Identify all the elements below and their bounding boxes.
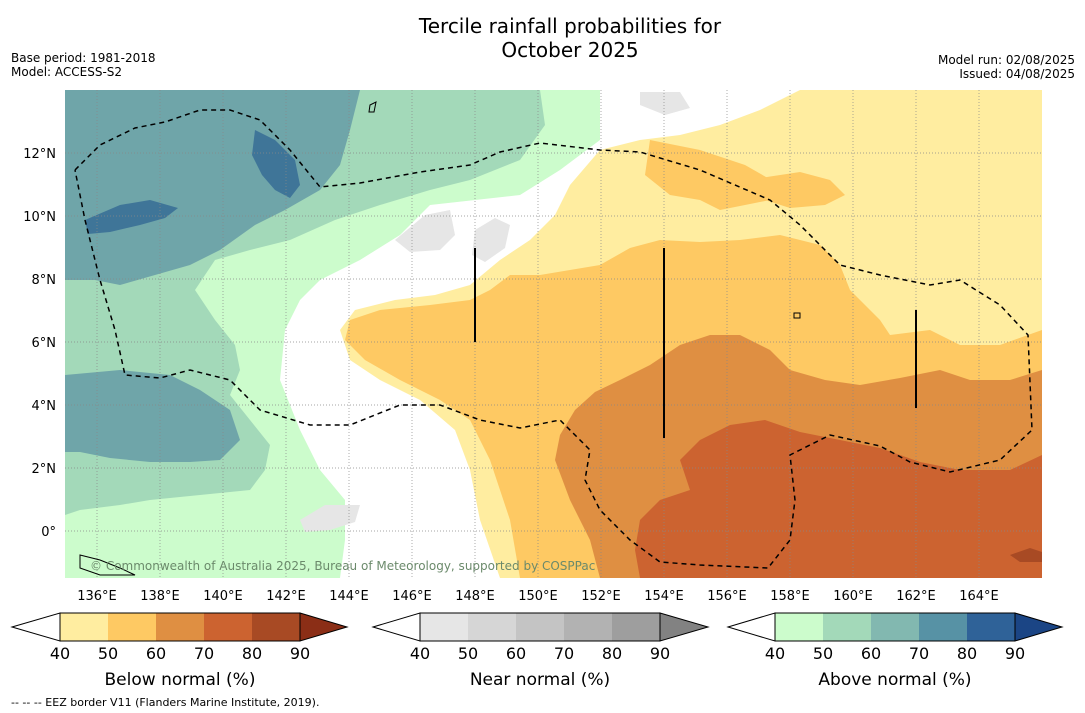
cb-tick: 40	[410, 644, 430, 663]
map-field	[65, 90, 1042, 578]
below-70-80-region	[635, 420, 1042, 578]
eez-border	[74, 109, 1033, 569]
lon-label: 140°E	[203, 589, 243, 604]
cb-tick: 60	[506, 644, 526, 663]
lat-labels: 12°N 10°N 8°N 6°N 4°N 2°N 0°	[23, 147, 56, 540]
lon-label: 162°E	[896, 589, 936, 604]
cb-tick: 70	[194, 644, 214, 663]
cb-label-below: Below normal (%)	[105, 670, 256, 690]
colorbar-above-normal: 40 50 60 70 80 90 Above normal (%)	[726, 612, 1064, 690]
issued-date: Issued: 04/08/2025	[959, 67, 1075, 81]
above-60-70-region-south	[65, 370, 240, 462]
lon-label: 148°E	[455, 589, 495, 604]
lon-label: 156°E	[707, 589, 747, 604]
colorbar-below-normal: 40 50 60 70 80 90 Below normal (%)	[10, 612, 349, 690]
cb-tick: 40	[765, 644, 785, 663]
base-period: Base period: 1981-2018	[11, 51, 156, 65]
cb-tick: 90	[1005, 644, 1025, 663]
eez-legend-note: -- -- -- EEZ border V11 (Flanders Marine…	[11, 696, 320, 709]
lon-label: 146°E	[392, 589, 432, 604]
island-outline	[79, 554, 136, 576]
near-normal-patch	[300, 505, 360, 532]
meta-left: Base period: 1981-2018 Model: ACCESS-S2	[11, 51, 156, 79]
lat-label: 2°N	[32, 462, 57, 477]
near-normal-patch	[640, 92, 690, 115]
cb-tick: 70	[554, 644, 574, 663]
cb-tick: 60	[146, 644, 166, 663]
cb-tick: 80	[242, 644, 262, 663]
copyright-text: © Commonwealth of Australia 2025, Bureau…	[90, 559, 595, 573]
lon-labels: 136°E 138°E 140°E 142°E 144°E 146°E 148°…	[77, 589, 999, 604]
cb-tick: 80	[957, 644, 977, 663]
below-70-80-patch	[1010, 548, 1042, 562]
above-70-80-region	[252, 130, 300, 198]
title-line-2: October 2025	[501, 38, 639, 62]
colorbar-near-normal: 40 50 60 70 80 90 Near normal (%)	[371, 612, 710, 690]
cb-tick: 60	[861, 644, 881, 663]
island-outline	[368, 101, 377, 113]
lat-label: 12°N	[23, 147, 56, 162]
lat-label: 8°N	[32, 273, 57, 288]
cb-tick: 70	[909, 644, 929, 663]
cb-tick: 90	[650, 644, 670, 663]
near-normal-patch	[472, 218, 510, 262]
cb-tick: 90	[290, 644, 310, 663]
lat-label: 10°N	[23, 210, 56, 225]
lon-label: 144°E	[329, 589, 369, 604]
chart-title: Tercile rainfall probabilities for Octob…	[0, 14, 1085, 62]
lon-label: 160°E	[833, 589, 873, 604]
lon-label: 150°E	[518, 589, 558, 604]
lon-label: 158°E	[770, 589, 810, 604]
lon-label: 152°E	[581, 589, 621, 604]
lon-label: 136°E	[77, 589, 117, 604]
lon-label: 164°E	[959, 589, 999, 604]
near-normal-patch	[395, 210, 455, 252]
lat-label: 0°	[41, 525, 56, 540]
cb-label-near: Near normal (%)	[470, 670, 610, 690]
lon-label: 142°E	[266, 589, 306, 604]
cb-tick: 50	[813, 644, 833, 663]
cb-tick: 80	[602, 644, 622, 663]
title-line-1: Tercile rainfall probabilities for	[418, 14, 722, 38]
lat-label: 6°N	[32, 336, 57, 351]
cb-label-above: Above normal (%)	[818, 670, 971, 690]
above-70-80-region-2	[85, 200, 178, 234]
cb-tick: 50	[98, 644, 118, 663]
island-outline	[793, 312, 801, 319]
cb-tick: 50	[458, 644, 478, 663]
cb-tick: 40	[50, 644, 70, 663]
lon-label: 154°E	[644, 589, 684, 604]
below-50-60-region-ne	[760, 172, 845, 208]
model-run: Model run: 02/08/2025	[937, 53, 1075, 67]
lon-label: 138°E	[140, 589, 180, 604]
meta-right: Model run: 02/08/2025 Issued: 04/08/2025	[938, 53, 1075, 81]
lat-label: 4°N	[32, 399, 57, 414]
model-name: Model: ACCESS-S2	[11, 65, 123, 79]
